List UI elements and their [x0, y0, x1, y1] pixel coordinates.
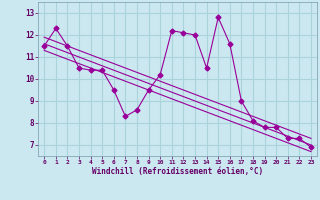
- X-axis label: Windchill (Refroidissement éolien,°C): Windchill (Refroidissement éolien,°C): [92, 167, 263, 176]
